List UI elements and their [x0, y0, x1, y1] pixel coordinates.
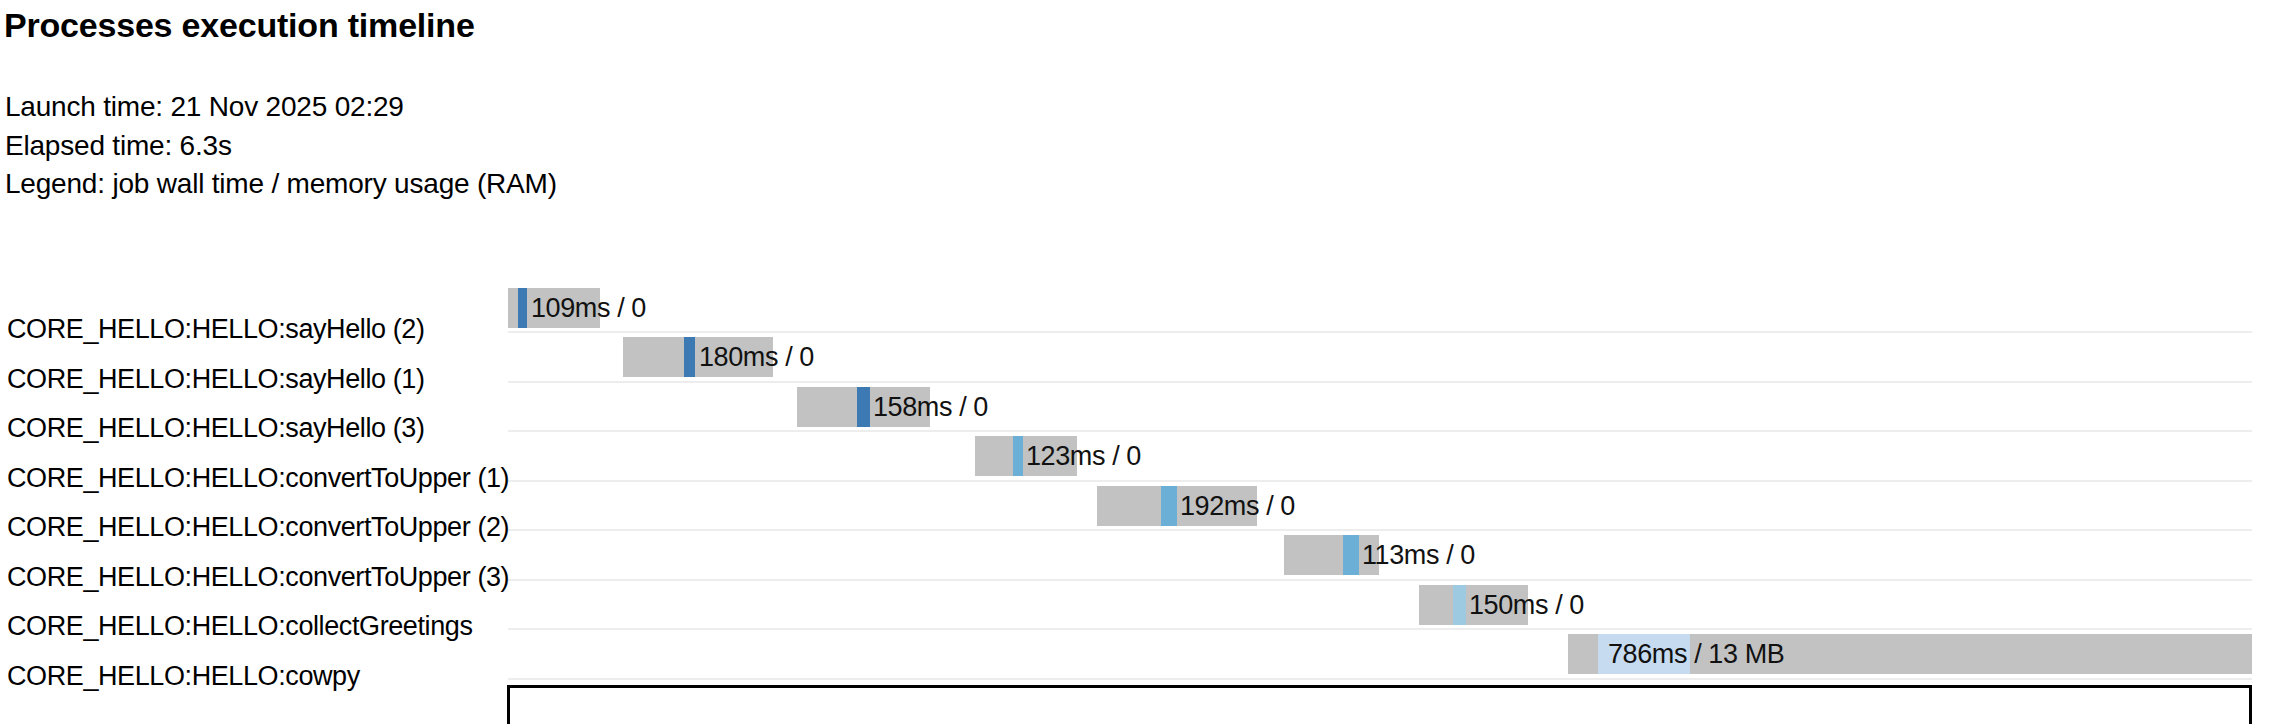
task-value-label: 158ms / 0	[873, 387, 988, 427]
timeline-band: 123ms / 0	[508, 432, 2252, 482]
timeline-band: 786ms / 13 MB	[508, 630, 2252, 680]
elapsed-time-line: Elapsed time: 6.3s	[5, 127, 557, 166]
timeline-band: 150ms / 0	[508, 581, 2252, 631]
task-running-segment[interactable]	[518, 288, 527, 328]
bottom-panel	[507, 685, 2252, 724]
task-value-label: 109ms / 0	[531, 288, 646, 328]
timeline-band: 192ms / 0	[508, 482, 2252, 532]
process-label: CORE_HELLO:HELLO:convertToUpper (1)	[7, 463, 509, 494]
task-value-label: 786ms / 13 MB	[1608, 634, 1784, 674]
page-title: Processes execution timeline	[4, 6, 475, 45]
process-label: CORE_HELLO:HELLO:convertToUpper (3)	[7, 562, 509, 593]
task-value-label: 113ms / 0	[1362, 535, 1475, 575]
task-running-segment[interactable]	[1161, 486, 1177, 526]
process-label: CORE_HELLO:HELLO:collectGreetings	[7, 611, 473, 642]
run-info: Launch time: 21 Nov 2025 02:29 Elapsed t…	[5, 88, 557, 204]
task-value-label: 192ms / 0	[1180, 486, 1295, 526]
task-running-segment[interactable]	[1013, 436, 1023, 476]
legend-line: Legend: job wall time / memory usage (RA…	[5, 165, 557, 204]
timeline-band: 158ms / 0	[508, 383, 2252, 433]
task-value-label: 180ms / 0	[699, 337, 814, 377]
launch-time-line: Launch time: 21 Nov 2025 02:29	[5, 88, 557, 127]
task-running-segment[interactable]	[857, 387, 870, 427]
process-label: CORE_HELLO:HELLO:sayHello (3)	[7, 413, 425, 444]
task-value-label: 123ms / 0	[1026, 436, 1141, 476]
process-label: CORE_HELLO:HELLO:cowpy	[7, 661, 360, 692]
process-label: CORE_HELLO:HELLO:sayHello (2)	[7, 314, 425, 345]
task-value-label: 150ms / 0	[1469, 585, 1584, 625]
timeline-band: 113ms / 0	[508, 531, 2252, 581]
task-running-segment[interactable]	[684, 337, 695, 377]
process-label: CORE_HELLO:HELLO:sayHello (1)	[7, 364, 425, 395]
timeline-band: 109ms / 0	[508, 284, 2252, 334]
process-label: CORE_HELLO:HELLO:convertToUpper (2)	[7, 512, 509, 543]
timeline-report: Processes execution timeline Launch time…	[0, 0, 2284, 724]
timeline-row: CORE_HELLO:HELLO:sayHello (2)109ms / 0	[0, 284, 2284, 334]
timeline-band: 180ms / 0	[508, 333, 2252, 383]
task-running-segment[interactable]	[1453, 585, 1466, 625]
timeline-chart: CORE_HELLO:HELLO:sayHello (2)109ms / 0CO…	[0, 284, 2284, 680]
task-running-segment[interactable]	[1343, 535, 1359, 575]
